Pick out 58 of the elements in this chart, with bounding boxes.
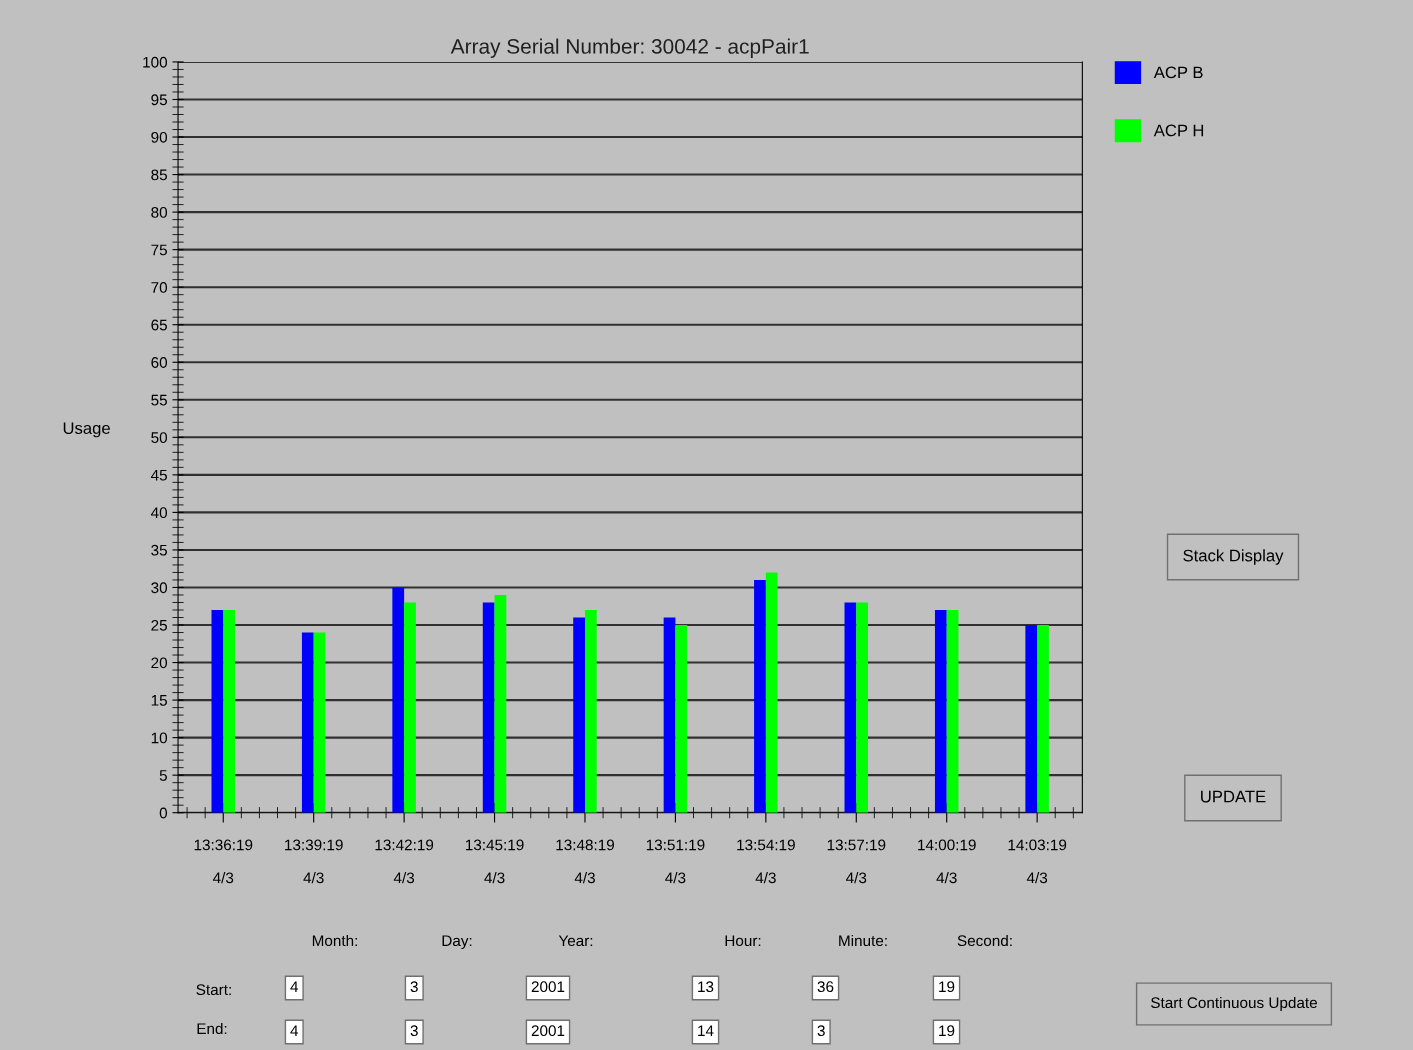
text: End:	[197, 1022, 227, 1035]
text: 3	[410, 1025, 418, 1037]
text: 2001	[531, 981, 565, 993]
text: Month:	[312, 934, 357, 947]
text: Second:	[957, 934, 1012, 947]
text: 4	[290, 981, 299, 992]
chart-title: Array Serial Number: 30042 - acpPair1	[450, 38, 809, 58]
category-label: 13:48:19 4/3	[556, 839, 614, 884]
y-tick-label: 95	[151, 94, 167, 106]
y-tick-label: 45	[150, 469, 167, 481]
category-label: 13:39:19 4/3	[285, 839, 343, 884]
y-tick-label: 60	[151, 357, 168, 368]
y-tick-label: 90	[151, 131, 168, 143]
y-axis-title: Usage	[63, 422, 110, 438]
text: 36	[817, 981, 834, 993]
y-tick-label: 30	[151, 582, 168, 594]
y-tick-label: 10	[151, 732, 168, 744]
text: Stack Display	[1183, 549, 1284, 565]
legend-label: ACP H	[1153, 124, 1204, 137]
text: 19	[939, 1025, 955, 1037]
y-tick-label: 85	[151, 169, 167, 181]
text: Day:	[442, 935, 472, 950]
y-tick-label: 65	[151, 319, 167, 331]
y-tick-label: 75	[151, 244, 167, 256]
category-label: 13:45:19 4/3	[465, 839, 524, 884]
text: Hour:	[725, 935, 761, 947]
y-tick-label: 15	[151, 695, 167, 706]
category-label: 14:03:19 4/3	[1008, 839, 1067, 884]
y-tick-label: 35	[151, 544, 167, 556]
y-tick-label: 25	[151, 619, 167, 631]
category-label: 13:54:19 4/3	[737, 839, 795, 884]
text: UPDATE	[1201, 790, 1266, 803]
text: 14	[698, 1025, 714, 1036]
text: 3	[410, 981, 418, 993]
category-label: 13:36:19 4/3	[194, 839, 253, 884]
y-tick-label: 80	[151, 206, 168, 218]
y-tick-label: 50	[151, 432, 168, 444]
legend-label: ACP B	[1153, 66, 1203, 79]
text: Start:	[196, 984, 231, 996]
text: Start Continuous Update	[1151, 996, 1317, 1012]
text: Minute:	[839, 934, 887, 947]
y-tick-label: 40	[150, 507, 168, 519]
y-tick-label: 55	[151, 394, 167, 406]
text: 3	[817, 1025, 825, 1037]
text: 4	[290, 1025, 299, 1036]
text: 19	[939, 981, 955, 993]
category-label: 13:57:19 4/3	[827, 839, 886, 884]
y-tick-label: 0	[159, 807, 168, 819]
y-tick-label: 100	[143, 56, 168, 68]
text: Year:	[558, 935, 593, 947]
text: 13	[698, 981, 714, 993]
category-label: 13:42:19 4/3	[375, 839, 434, 884]
y-tick-label: 20	[151, 657, 168, 669]
category-label: 13:51:19 4/3	[646, 839, 705, 884]
category-label: 14:00:19 4/3	[918, 839, 976, 884]
y-tick-label: 5	[159, 770, 167, 781]
text: 2001	[531, 1025, 565, 1037]
y-tick-label: 70	[151, 282, 168, 293]
